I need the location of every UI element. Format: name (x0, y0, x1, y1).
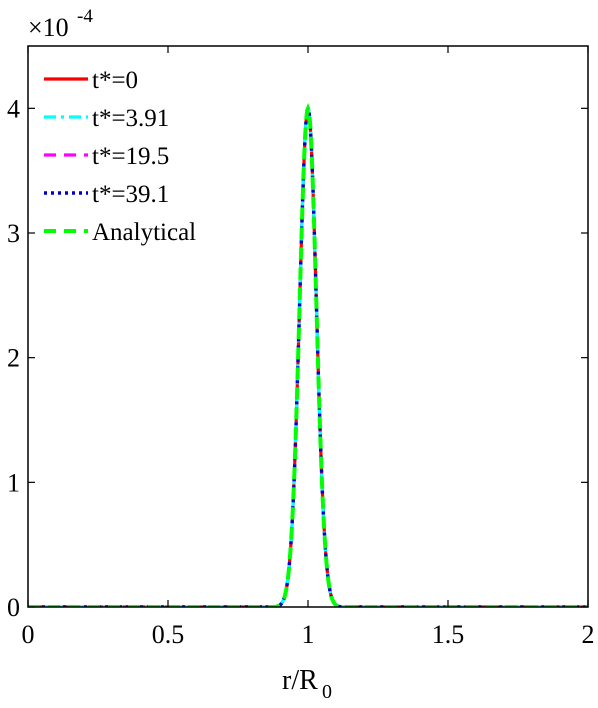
y-multiplier-exponent: -4 (77, 6, 93, 27)
legend-label: t*=19.5 (92, 143, 169, 170)
legend: t*=0 t*=3.91 t*=19.5 t*=39.1 Analytical (44, 67, 196, 246)
series-layer (28, 102, 588, 607)
x-tick-label: 2 (582, 620, 595, 649)
legend-label: t*=39.1 (92, 181, 169, 208)
y-tick-label: 3 (7, 219, 20, 248)
y-tick-label: 0 (7, 593, 20, 622)
x-tick-label: 0 (22, 620, 35, 649)
x-tick-label: 0.5 (152, 620, 185, 649)
x-tick-label: 1.5 (432, 620, 465, 649)
legend-label: t*=0 (92, 67, 138, 94)
ticks-layer (27, 46, 589, 608)
y-tick-label: 2 (7, 344, 20, 373)
series-line-4 (28, 102, 588, 607)
x-axis-label-subscript: 0 (322, 681, 332, 703)
x-tick-label: 1 (302, 620, 315, 649)
legend-label: Analytical (92, 219, 196, 246)
y-multiplier-base: ×10 (28, 13, 69, 42)
x-axis-label: r/R (282, 665, 318, 696)
tick-labels-layer: 0 0.5 1 1.5 2 0 1 2 3 4 (7, 94, 595, 649)
y-tick-label: 1 (7, 468, 20, 497)
legend-label: t*=3.91 (92, 105, 169, 132)
y-tick-label: 4 (7, 94, 20, 123)
